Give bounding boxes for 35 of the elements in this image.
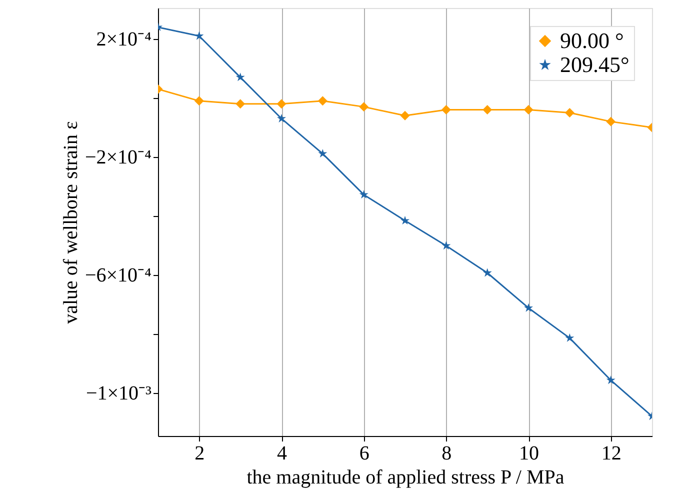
- y-tick-label: −1×10⁻³: [86, 382, 152, 404]
- point: [236, 99, 246, 109]
- x-tick-label: 8: [442, 442, 452, 464]
- point: [524, 105, 534, 115]
- point: [565, 333, 574, 342]
- y-tick-label: 2×10⁻⁴: [96, 28, 152, 50]
- x-tick-label: 6: [359, 442, 370, 464]
- point: [482, 268, 492, 277]
- x-tick-label: 2: [194, 442, 205, 464]
- point: [194, 96, 204, 106]
- point: [441, 105, 451, 115]
- point: [276, 99, 286, 109]
- x-axis-title: the magnitude of applied stress P / MPa: [246, 466, 564, 488]
- point: [442, 241, 451, 250]
- point: [318, 96, 328, 106]
- point: [564, 108, 574, 118]
- point: [482, 105, 492, 115]
- point: [606, 376, 616, 384]
- y-tick-label: −2×10⁻⁴: [84, 146, 152, 168]
- point: [318, 148, 328, 158]
- point: [606, 116, 616, 126]
- legend-label: 209.45°: [560, 52, 630, 77]
- point: [359, 190, 368, 199]
- x-tick-label: 10: [519, 442, 539, 464]
- point: [400, 110, 410, 120]
- point: [359, 102, 369, 112]
- y-axis-title: value of wellbore strain ε: [60, 121, 82, 324]
- point: [236, 72, 245, 82]
- y-tick-label: −6×10⁻⁴: [84, 264, 152, 286]
- point: [400, 216, 410, 225]
- x-tick-label: 12: [601, 442, 622, 464]
- x-tick-label: 4: [277, 442, 287, 464]
- legend-label: 90.00 °: [560, 28, 624, 53]
- point: [276, 114, 286, 122]
- point: [524, 303, 534, 312]
